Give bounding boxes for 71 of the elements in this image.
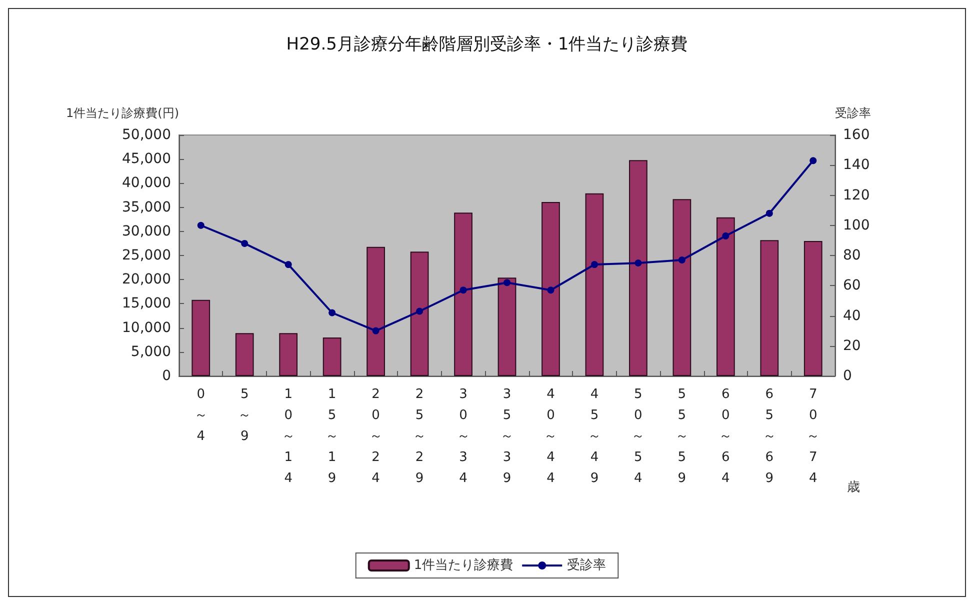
x-tick-label: 5～9 <box>238 387 252 444</box>
y-tick-label: 40,000 <box>122 175 171 192</box>
y2-tick-label: 100 <box>843 217 870 234</box>
y-tick-label: 35,000 <box>122 199 171 216</box>
bar <box>235 333 254 376</box>
x-tick-label: 20～24 <box>369 387 382 486</box>
bar <box>454 212 472 376</box>
y2-tick-label: 80 <box>843 248 861 264</box>
y-tick-label: 20,000 <box>122 272 171 288</box>
y-tick-label: 50,000 <box>122 127 171 143</box>
y2-tick-label: 160 <box>843 127 870 143</box>
x-tick-label: 65～69 <box>762 387 776 486</box>
bar <box>804 241 822 376</box>
point <box>372 327 380 334</box>
x-tick-label: 55～59 <box>675 387 688 486</box>
point <box>460 286 467 294</box>
x-tick-label: 60～64 <box>719 387 732 486</box>
y2-tick-label: 140 <box>843 157 870 174</box>
point <box>416 308 424 315</box>
x-tick-label: 45～49 <box>588 387 601 486</box>
y-tick-label: 5,000 <box>130 344 171 360</box>
y2-tick-label: 20 <box>843 338 861 354</box>
bar <box>192 300 210 376</box>
bar <box>672 199 692 376</box>
y-axis-title: 1件当たり診療費(円) <box>66 106 179 120</box>
x-tick-label: 40～44 <box>544 387 558 486</box>
bar <box>279 333 298 376</box>
bar <box>498 278 516 376</box>
point <box>547 286 554 294</box>
point <box>766 210 773 217</box>
point <box>810 157 817 164</box>
y-tick-label: 15,000 <box>122 296 171 312</box>
bar <box>366 246 385 376</box>
bar <box>629 160 648 376</box>
bar <box>322 337 342 376</box>
bar <box>585 193 604 376</box>
x-tick-label: 15～19 <box>326 387 339 486</box>
point <box>634 260 642 267</box>
y-tick-label: 0 <box>162 368 171 384</box>
y2-tick-label: 60 <box>843 278 861 294</box>
y-tick-label: 45,000 <box>122 151 171 168</box>
y-tick-label: 10,000 <box>122 320 171 336</box>
point <box>678 256 686 264</box>
x-tick-label: 25～29 <box>413 387 426 486</box>
y2-axis-title: 受診率 <box>835 106 871 120</box>
y-tick-label: 30,000 <box>122 223 171 240</box>
legend-label: 1件当たり診療費 <box>414 558 514 573</box>
point <box>504 279 510 286</box>
point <box>590 261 598 268</box>
x-tick-label: 70～74 <box>806 387 820 486</box>
bar <box>716 217 735 376</box>
x-tick-label: 50～54 <box>632 387 645 486</box>
chart-title: H29.5月診療分年齢階層別受診率・1件当たり診療費 <box>286 34 688 54</box>
point <box>328 309 336 316</box>
x-axis-title: 歳 <box>847 480 860 495</box>
point <box>284 261 292 268</box>
point <box>197 222 204 229</box>
point <box>241 240 248 247</box>
y2-tick-label: 40 <box>843 308 861 324</box>
y-tick-label: 25,000 <box>122 248 171 264</box>
point <box>722 232 730 240</box>
x-tick-label: 10～14 <box>282 387 295 486</box>
bar <box>410 252 429 376</box>
y2-tick-label: 0 <box>843 368 852 384</box>
x-tick-label: 35～39 <box>500 387 514 486</box>
legend-label: 受診率 <box>567 557 606 573</box>
bar <box>542 202 560 376</box>
bar <box>760 240 779 376</box>
x-tick-label: 30～34 <box>456 387 470 486</box>
y2-tick-label: 120 <box>843 187 870 204</box>
x-tick-label: 0～4 <box>194 387 208 444</box>
